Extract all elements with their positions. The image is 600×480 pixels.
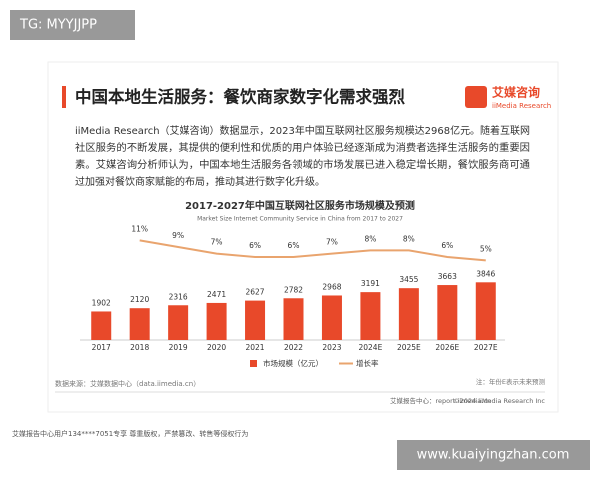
bar-value-label: 2471 — [207, 290, 226, 299]
bottom-notice: 艾媒报告中心用户134****7051专享 尊重版权，严禁篡改、转售等侵权行为 — [12, 429, 248, 438]
slide-title: 中国本地生活服务：餐饮商家数字化需求强烈 — [75, 87, 406, 107]
growth-line — [139, 239, 486, 262]
legend-swatch — [250, 360, 257, 367]
bar-value-label: 3846 — [476, 269, 495, 278]
note: 注：年份E表示未来预测 — [476, 377, 546, 386]
x-tick-label: 2020 — [207, 343, 226, 352]
x-tick-label: 2017 — [92, 343, 111, 352]
bar — [168, 305, 189, 340]
line-value-label: 5% — [480, 244, 492, 253]
chart-subtitle: Market Size Internet Community Service i… — [197, 216, 403, 223]
bar — [360, 292, 381, 340]
logo-icon — [465, 86, 487, 108]
line-value-label: 6% — [249, 241, 261, 250]
logo-sub: iiMedia Research — [492, 102, 551, 110]
source: 数据来源：艾媒数据中心（data.iimedia.cn） — [55, 379, 200, 388]
bar — [283, 298, 304, 340]
paragraph-line: 过加强对餐饮商家赋能的布局，推动其进行数字化升级。 — [75, 175, 325, 188]
x-tick-label: 2021 — [245, 343, 264, 352]
watermark-box — [10, 10, 135, 40]
bar — [475, 282, 496, 340]
x-tick-label: 2022 — [284, 343, 303, 352]
paragraph-line: iiMedia Research（艾媒咨询）数据显示，2023年中国互联网社区服… — [75, 124, 530, 137]
bar — [398, 288, 419, 340]
x-tick-label: 2023 — [322, 343, 341, 352]
bar — [321, 295, 342, 340]
bar-value-label: 1902 — [92, 298, 111, 307]
x-tick-label: 2027E — [474, 343, 498, 352]
x-tick-label: 2026E — [435, 343, 459, 352]
bar-value-label: 2316 — [169, 292, 188, 301]
x-tick-label: 2018 — [130, 343, 149, 352]
bar — [91, 311, 112, 340]
bar-value-label: 2782 — [284, 285, 303, 294]
bar — [245, 300, 266, 340]
slide — [47, 61, 559, 413]
bar-value-label: 3191 — [361, 279, 380, 288]
bar — [129, 308, 150, 340]
x-tick-label: 2024E — [358, 343, 382, 352]
footer-site: 艾媒报告中心：report.iimedia.cn — [390, 396, 491, 405]
line-value-label: 8% — [364, 234, 376, 243]
bar-value-label: 3663 — [438, 272, 457, 281]
paragraph-line: 素。艾媒咨询分析师认为，中国本地生活服务各领域的市场发展已进入稳定增长期，餐饮服… — [75, 158, 530, 171]
watermark-top: TG: MYYJJPP — [19, 18, 97, 33]
bar-value-label: 2120 — [130, 295, 149, 304]
footer-copyright: ©2024 iiMedia Research Inc — [453, 397, 545, 405]
x-tick-label: 2019 — [169, 343, 188, 352]
line-value-label: 8% — [403, 234, 415, 243]
watermark-bottom: www.kuaiyingzhan.com — [417, 448, 570, 463]
bar — [206, 302, 227, 340]
legend-label: 增长率 — [356, 358, 379, 368]
legend-label: 市场规模（亿元） — [263, 358, 323, 368]
x-tick-label: 2025E — [397, 343, 421, 352]
logo-name: 艾媒咨询 — [492, 85, 540, 100]
line-value-label: 7% — [326, 238, 338, 247]
line-value-label: 9% — [172, 231, 184, 240]
line-value-label: 6% — [441, 241, 453, 250]
title-accent — [62, 86, 66, 108]
line-value-label: 7% — [211, 238, 223, 247]
line-value-label: 11% — [131, 224, 148, 233]
paragraph-line: 社区服务的不断发展，其提供的便利性和优质的用户体验已经逐渐成为消费者选择生活服务… — [75, 141, 530, 154]
bar-value-label: 3455 — [399, 275, 418, 284]
bar-value-label: 2968 — [322, 282, 341, 291]
bar-value-label: 2627 — [245, 288, 264, 297]
line-value-label: 6% — [288, 241, 300, 250]
chart-title: 2017-2027年中国互联网社区服务市场规模及预测 — [185, 199, 415, 212]
watermark-box — [397, 440, 590, 470]
bar — [437, 285, 458, 340]
